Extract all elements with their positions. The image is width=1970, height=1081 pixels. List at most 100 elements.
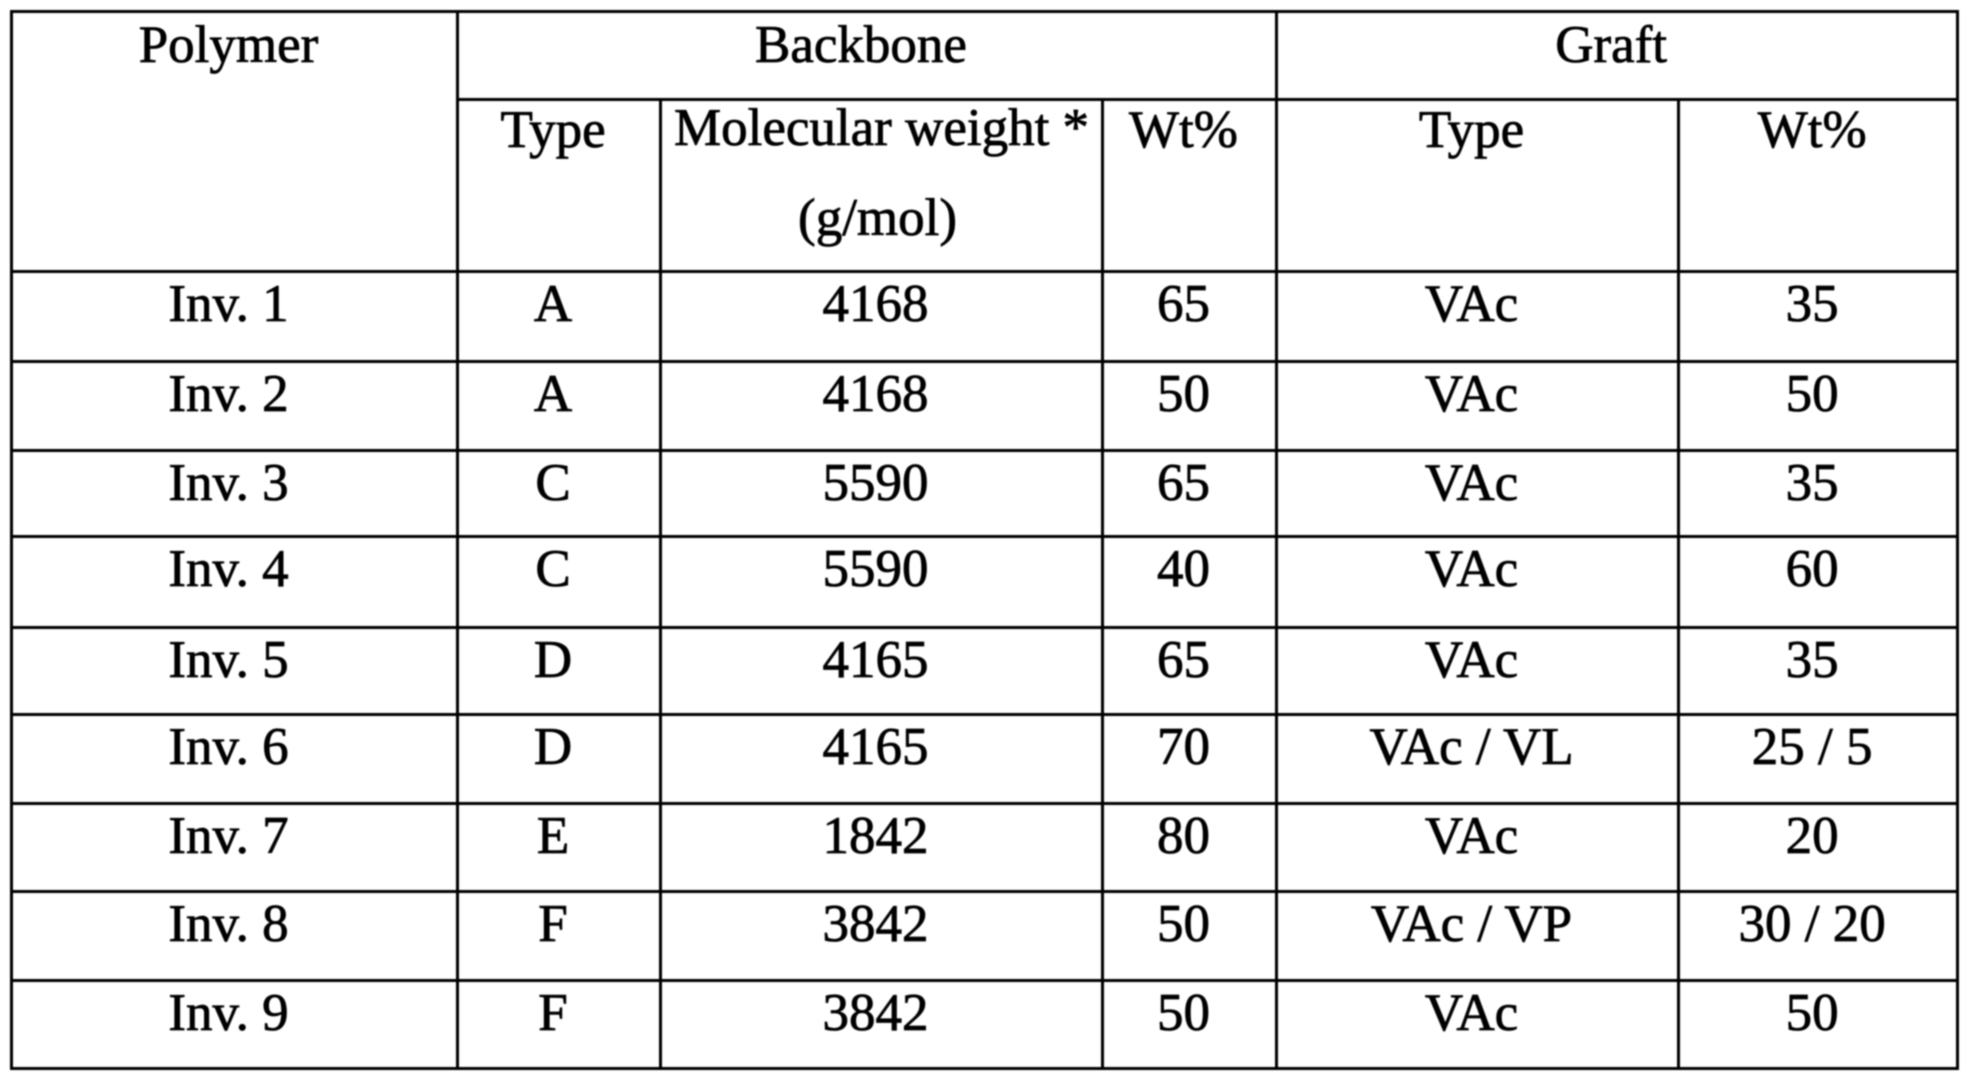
cell-polymer-row4: Inv. 4 [13, 537, 456, 626]
cell-graft-wt-row2: 50 [1680, 363, 1957, 449]
value-backbone-type: C [535, 453, 571, 512]
cell-graft-wt-row9: 50 [1680, 982, 1957, 1067]
cell-graft-type-row1: VAc [1277, 272, 1678, 361]
header-cell-graft-type: Type [1277, 100, 1678, 270]
value-polymer: Inv. 9 [168, 984, 289, 1043]
header-label-polymer: Polymer [138, 16, 319, 75]
value-polymer: Inv. 2 [168, 365, 289, 424]
value-backbone-wt: 65 [1156, 630, 1211, 689]
cell-graft-type-row4: VAc [1277, 537, 1678, 626]
value-molecular-weight: 1842 [822, 807, 929, 866]
cell-backbone-wt-row6: 70 [1103, 716, 1275, 803]
value-graft-type: VAc [1424, 453, 1519, 512]
value-graft-type: VAc [1424, 539, 1519, 598]
cell-polymer-row5: Inv. 5 [13, 628, 456, 714]
cell-backbone-wt-row7: 80 [1103, 805, 1275, 891]
value-backbone-type: E [536, 807, 570, 866]
cell-polymer-row8: Inv. 8 [13, 893, 456, 980]
header-label-molecular-weight-unit: (g/mol) [798, 188, 958, 247]
cell-backbone-type-row3: C [459, 451, 660, 535]
header-cell-graft: Graft [1277, 13, 1957, 98]
cell-backbone-wt-row8: 50 [1103, 893, 1275, 980]
header-cell-graft-wt: Wt% [1680, 100, 1957, 270]
value-backbone-wt: 50 [1156, 895, 1211, 954]
cell-molecular-weight-row8: 3842 [662, 893, 1101, 980]
cell-polymer-row3: Inv. 3 [13, 451, 456, 535]
value-backbone-type: C [535, 539, 571, 598]
header-cell-molecular-weight: Molecular weight * (g/mol) [662, 98, 1101, 270]
value-polymer: Inv. 3 [168, 453, 289, 512]
value-polymer: Inv. 8 [168, 895, 289, 954]
cell-molecular-weight-row7: 1842 [662, 805, 1101, 891]
header-label-graft-wt: Wt% [1757, 100, 1867, 159]
cell-backbone-type-row5: D [459, 628, 660, 714]
value-molecular-weight: 4168 [822, 274, 929, 333]
cell-backbone-wt-row3: 65 [1103, 451, 1275, 535]
header-cell-backbone-type: Type [459, 100, 660, 270]
cell-polymer-row6: Inv. 6 [13, 716, 456, 803]
value-backbone-type: D [533, 630, 573, 689]
value-polymer: Inv. 7 [168, 807, 289, 866]
cell-backbone-type-row7: E [459, 805, 660, 891]
cell-polymer-row7: Inv. 7 [13, 805, 456, 891]
cell-graft-type-row9: VAc [1277, 982, 1678, 1067]
value-graft-type: VAc [1424, 984, 1519, 1043]
value-molecular-weight: 4168 [822, 365, 929, 424]
value-backbone-wt: 40 [1156, 539, 1211, 598]
cell-graft-type-row8: VAc / VP [1277, 893, 1678, 980]
value-graft-wt: 35 [1785, 630, 1839, 689]
cell-graft-type-row3: VAc [1277, 451, 1678, 535]
cell-molecular-weight-row3: 5590 [662, 451, 1101, 535]
cell-backbone-type-row4: C [459, 537, 660, 626]
header-label-backbone: Backbone [755, 16, 968, 75]
header-label-molecular-weight: Molecular weight * [674, 98, 1090, 157]
cell-molecular-weight-row2: 4168 [662, 363, 1101, 449]
value-backbone-wt: 50 [1156, 984, 1211, 1043]
cell-graft-type-row7: VAc [1277, 805, 1678, 891]
cell-graft-wt-row4: 60 [1680, 537, 1957, 626]
cell-graft-wt-row3: 35 [1680, 451, 1957, 535]
value-graft-type: VAc / VP [1370, 895, 1573, 954]
polymer-table: Polymer Backbone Graft Type Molecular we… [10, 10, 1960, 1070]
value-molecular-weight: 5590 [822, 453, 929, 512]
value-backbone-wt: 80 [1156, 807, 1211, 866]
cell-graft-wt-row1: 35 [1680, 272, 1957, 361]
cell-polymer-row2: Inv. 2 [13, 363, 456, 449]
cell-backbone-wt-row2: 50 [1103, 363, 1275, 449]
value-graft-type: VAc [1424, 807, 1519, 866]
header-label-backbone-wt: Wt% [1129, 100, 1239, 159]
value-molecular-weight: 4165 [822, 718, 929, 777]
cell-molecular-weight-row5: 4165 [662, 628, 1101, 714]
value-polymer: Inv. 5 [168, 630, 289, 689]
value-graft-type: VAc [1424, 365, 1519, 424]
value-graft-wt: 30 / 20 [1738, 895, 1886, 954]
cell-graft-type-row2: VAc [1277, 363, 1678, 449]
value-graft-wt: 60 [1785, 539, 1839, 598]
value-graft-type: VAc [1424, 630, 1519, 689]
value-molecular-weight: 3842 [822, 984, 929, 1043]
cell-graft-wt-row7: 20 [1680, 805, 1957, 891]
value-polymer: Inv. 4 [168, 539, 289, 598]
cell-backbone-wt-row1: 65 [1103, 272, 1275, 361]
value-graft-wt: 35 [1785, 453, 1839, 512]
cell-backbone-type-row2: A [459, 363, 660, 449]
cell-backbone-type-row9: F [459, 982, 660, 1067]
cell-backbone-wt-row4: 40 [1103, 537, 1275, 626]
value-molecular-weight: 3842 [822, 895, 929, 954]
header-label-graft: Graft [1555, 16, 1668, 75]
value-graft-type: VAc / VL [1369, 718, 1574, 777]
value-graft-wt: 50 [1785, 365, 1839, 424]
cell-graft-type-row6: VAc / VL [1277, 716, 1678, 803]
value-backbone-type: D [533, 718, 573, 777]
cell-backbone-type-row6: D [459, 716, 660, 803]
value-molecular-weight: 4165 [822, 630, 929, 689]
cell-backbone-type-row8: F [459, 893, 660, 980]
value-graft-wt: 50 [1785, 984, 1839, 1043]
header-label-backbone-type: Type [500, 100, 606, 159]
value-backbone-wt: 65 [1156, 453, 1211, 512]
value-graft-wt: 20 [1785, 807, 1839, 866]
value-backbone-wt: 65 [1156, 274, 1211, 333]
value-backbone-wt: 50 [1156, 365, 1211, 424]
cell-graft-wt-row8: 30 / 20 [1680, 893, 1957, 980]
cell-graft-wt-row6: 25 / 5 [1680, 716, 1957, 803]
